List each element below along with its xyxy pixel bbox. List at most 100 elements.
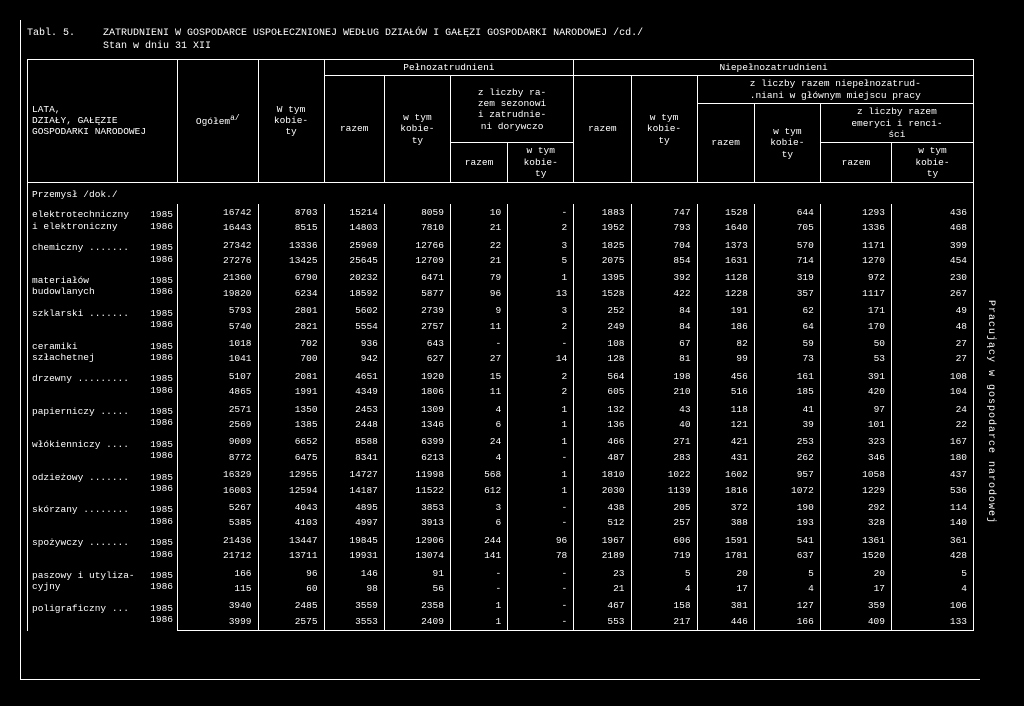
data-cell: 2081 <box>258 368 324 384</box>
data-cell: 146 <box>324 565 384 581</box>
table-body: Przemysł /dok./ elektrotechniczny 1985i … <box>28 182 974 631</box>
data-cell: 456 <box>697 368 754 384</box>
data-cell: 719 <box>631 548 697 564</box>
data-cell: 114 <box>891 499 973 515</box>
data-cell: 6 <box>450 417 507 433</box>
data-cell: 4895 <box>324 499 384 515</box>
data-cell: 1 <box>508 466 574 482</box>
data-cell: 3853 <box>384 499 450 515</box>
data-cell: 516 <box>697 384 754 400</box>
data-cell: 409 <box>820 614 891 631</box>
data-cell: 292 <box>820 499 891 515</box>
data-cell: 6 <box>450 515 507 531</box>
data-cell: 8515 <box>258 220 324 236</box>
data-cell: 399 <box>891 237 973 253</box>
data-cell: 1041 <box>178 351 259 367</box>
data-cell: 1139 <box>631 483 697 499</box>
data-cell: 6234 <box>258 286 324 302</box>
data-cell: 1520 <box>820 548 891 564</box>
title-row: Tabl. 5. ZATRUDNIENI W GOSPODARCE USPOŁE… <box>27 28 974 53</box>
data-cell: 446 <box>697 614 754 631</box>
section-label: Przemysł /dok./ <box>28 182 974 204</box>
data-cell: 2189 <box>574 548 631 564</box>
data-cell: 1528 <box>574 286 631 302</box>
data-cell: 942 <box>324 351 384 367</box>
row-label: spożywczy ....... 19851986 <box>28 532 178 565</box>
data-cell: 27 <box>891 335 973 351</box>
data-cell: 53 <box>820 351 891 367</box>
table-head: LATA, DZIAŁY, GAŁĘZIE GOSPODARKI NARODOW… <box>28 60 974 183</box>
data-cell: 97 <box>820 401 891 417</box>
data-cell: 9009 <box>178 433 259 449</box>
data-cell: 193 <box>754 515 820 531</box>
data-cell: 644 <box>754 204 820 220</box>
data-cell: 1293 <box>820 204 891 220</box>
data-cell: 170 <box>820 319 891 335</box>
data-cell: 3913 <box>384 515 450 531</box>
data-cell: 230 <box>891 269 973 285</box>
data-cell: 5107 <box>178 368 259 384</box>
row-label: włókienniczy .... 19851986 <box>28 433 178 466</box>
data-cell: 1336 <box>820 220 891 236</box>
data-cell: 60 <box>258 581 324 597</box>
data-cell: 11522 <box>384 483 450 499</box>
data-cell: - <box>508 614 574 631</box>
data-cell: 1640 <box>697 220 754 236</box>
data-cell: 612 <box>450 483 507 499</box>
data-cell: 106 <box>891 597 973 613</box>
data-cell: 553 <box>574 614 631 631</box>
data-cell: 2821 <box>258 319 324 335</box>
data-cell: 4997 <box>324 515 384 531</box>
data-cell: 1816 <box>697 483 754 499</box>
data-cell: 643 <box>384 335 450 351</box>
col-niep-kob: w tym kobie- ty <box>631 76 697 182</box>
data-cell: 2075 <box>574 253 631 269</box>
data-cell: 391 <box>820 368 891 384</box>
data-cell: 2485 <box>258 597 324 613</box>
data-cell: 166 <box>754 614 820 631</box>
data-cell: 6471 <box>384 269 450 285</box>
data-cell: 62 <box>754 302 820 318</box>
data-cell: 21360 <box>178 269 259 285</box>
data-cell: 1022 <box>631 466 697 482</box>
data-cell: 21436 <box>178 532 259 548</box>
data-cell: 2757 <box>384 319 450 335</box>
table-row: poligraficzny ... 1985198639402485355923… <box>28 597 974 613</box>
data-cell: 12955 <box>258 466 324 482</box>
data-cell: 5740 <box>178 319 259 335</box>
data-cell: 5267 <box>178 499 259 515</box>
data-cell: 79 <box>450 269 507 285</box>
data-cell: 48 <box>891 319 973 335</box>
data-cell: 15214 <box>324 204 384 220</box>
data-cell: 1952 <box>574 220 631 236</box>
data-cell: 420 <box>820 384 891 400</box>
data-cell: 5554 <box>324 319 384 335</box>
data-cell: 467 <box>574 597 631 613</box>
data-cell: 16443 <box>178 220 259 236</box>
data-cell: 421 <box>697 433 754 449</box>
col-emer-razem: razem <box>820 143 891 182</box>
data-cell: 127 <box>754 597 820 613</box>
data-cell: 428 <box>891 548 973 564</box>
data-cell: 39 <box>754 417 820 433</box>
data-cell: 381 <box>697 597 754 613</box>
data-cell: 323 <box>820 433 891 449</box>
col-niepelno: Niepełnozatrudnieni <box>574 60 974 76</box>
vertical-margin-text: Pracujący w gospodarce narodowej <box>985 300 996 524</box>
row-label: chemiczny ....... 19851986 <box>28 237 178 270</box>
data-cell: 205 <box>631 499 697 515</box>
data-cell: - <box>508 597 574 613</box>
data-cell: 6790 <box>258 269 324 285</box>
data-cell: 392 <box>631 269 697 285</box>
data-cell: 24 <box>450 433 507 449</box>
data-cell: 747 <box>631 204 697 220</box>
data-cell: 3 <box>508 237 574 253</box>
data-cell: 22 <box>450 237 507 253</box>
data-cell: 136 <box>574 417 631 433</box>
data-cell: 3940 <box>178 597 259 613</box>
data-cell: 13425 <box>258 253 324 269</box>
data-cell: 1631 <box>697 253 754 269</box>
col-sezon: z liczby ra- zem sezonowi i zatrudnie- n… <box>450 76 573 143</box>
data-cell: 40 <box>631 417 697 433</box>
data-cell: 96 <box>508 532 574 548</box>
